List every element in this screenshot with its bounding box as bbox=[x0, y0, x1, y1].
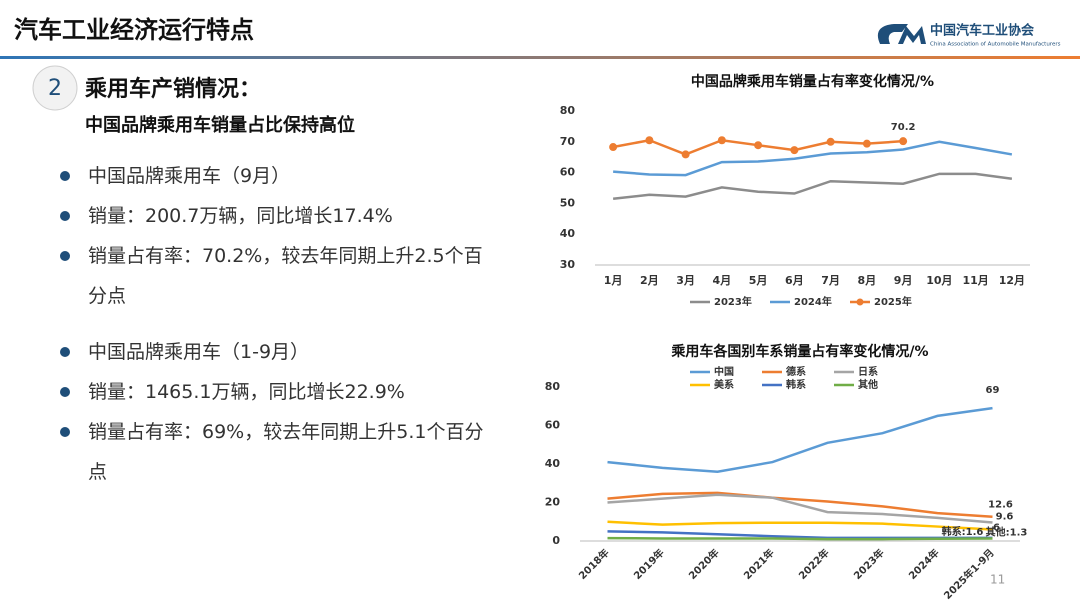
y-tick-label: 80 bbox=[545, 380, 561, 393]
legend-label: 其他 bbox=[858, 378, 878, 391]
series-line bbox=[607, 493, 993, 524]
x-tick-label: 3月 bbox=[676, 274, 695, 287]
data-label: 9.6 bbox=[996, 512, 1014, 523]
x-tick-label: 2024年 bbox=[906, 546, 942, 582]
data-label: 70.2 bbox=[891, 122, 916, 133]
x-tick-label: 11月 bbox=[962, 274, 988, 287]
logo-name: 中国汽车工业协会 bbox=[930, 23, 1035, 39]
data-label: 其他:1.3 bbox=[986, 525, 1028, 538]
marker bbox=[717, 136, 726, 145]
header-title: 汽车工业经济运行特点 bbox=[14, 16, 254, 44]
chart-title: 中国品牌乘用车销量占有率变化情况/% bbox=[691, 73, 934, 90]
x-tick-label: 5月 bbox=[749, 274, 768, 287]
legend-label: 美系 bbox=[714, 378, 734, 391]
legend-label: 2023年 bbox=[714, 295, 752, 308]
legend-label: 2024年 bbox=[794, 295, 832, 308]
x-tick-label: 2023年 bbox=[851, 546, 887, 582]
x-tick-label: 2018年 bbox=[576, 546, 612, 582]
x-tick-label: 2月 bbox=[640, 274, 659, 287]
series-line bbox=[607, 491, 993, 518]
x-tick-label: 4月 bbox=[713, 274, 732, 287]
y-tick-label: 20 bbox=[545, 496, 561, 509]
marker bbox=[826, 137, 835, 146]
marker bbox=[899, 137, 908, 146]
header-rule bbox=[0, 56, 1080, 59]
x-tick-label: 7月 bbox=[821, 274, 840, 287]
logo-mark bbox=[877, 24, 926, 44]
section-subtitle: 中国品牌乘用车销量占比保持高位 bbox=[85, 114, 355, 136]
y-tick-label: 30 bbox=[560, 258, 576, 271]
x-tick-label: 6月 bbox=[785, 274, 804, 287]
data-label: 6 bbox=[993, 522, 1000, 533]
marker bbox=[754, 141, 763, 150]
y-tick-label: 50 bbox=[560, 196, 576, 209]
chart-title: 乘用车各国别车系销量占有率变化情况/% bbox=[670, 343, 928, 360]
y-tick-label: 40 bbox=[560, 227, 576, 240]
x-tick-label: 2019年 bbox=[631, 546, 667, 582]
marker bbox=[790, 146, 799, 155]
y-tick-label: 70 bbox=[560, 135, 576, 148]
bullet: 销量：200.7万辆，同比增长17.4% bbox=[60, 196, 488, 236]
series-line bbox=[607, 520, 993, 531]
x-tick-label: 1月 bbox=[604, 274, 623, 287]
data-label: 69 bbox=[986, 385, 1000, 396]
legend-marker bbox=[856, 298, 864, 306]
series-line bbox=[607, 536, 993, 541]
data-label: 韩系:1.6 bbox=[942, 525, 984, 538]
bullet: 销量占有率：69%，较去年同期上升5.1个百分点 bbox=[60, 412, 488, 492]
legend-label: 德系 bbox=[785, 365, 806, 378]
data-label: 12.6 bbox=[988, 500, 1013, 511]
bullet-group: 中国品牌乘用车（1-9月） 销量：1465.1万辆，同比增长22.9% 销量占有率：… bbox=[60, 332, 488, 492]
series-line bbox=[612, 172, 1013, 201]
x-tick-label: 9月 bbox=[894, 274, 913, 287]
marker bbox=[609, 143, 618, 152]
series-line bbox=[607, 530, 993, 540]
page-number: 11 bbox=[990, 573, 1005, 587]
legend-label: 日系 bbox=[858, 365, 878, 378]
section-title: 乘用车产销情况： bbox=[84, 76, 261, 102]
x-tick-label: 2022年 bbox=[796, 546, 832, 582]
legend-label: 韩系 bbox=[786, 378, 806, 391]
bullet: 中国品牌乘用车（9月） bbox=[60, 156, 488, 196]
y-tick-label: 80 bbox=[560, 104, 576, 117]
x-tick-label: 2025年1-9月 bbox=[941, 546, 997, 602]
y-tick-label: 60 bbox=[545, 419, 561, 432]
x-tick-label: 12月 bbox=[999, 274, 1025, 287]
logo-subtitle: China Association of Automobile Manufact… bbox=[930, 42, 1061, 48]
marker bbox=[645, 136, 654, 145]
bullet-group: 中国品牌乘用车（9月） 销量：200.7万辆，同比增长17.4% 销量占有率：70.… bbox=[60, 156, 488, 316]
y-tick-label: 40 bbox=[545, 457, 561, 470]
x-tick-label: 2020年 bbox=[686, 546, 722, 582]
marker bbox=[681, 150, 690, 159]
legend-label: 2025年 bbox=[874, 295, 912, 308]
marker bbox=[862, 139, 871, 148]
series-line bbox=[607, 406, 993, 473]
y-tick-label: 60 bbox=[560, 166, 576, 179]
bullet: 中国品牌乘用车（1-9月） bbox=[60, 332, 488, 372]
bullet: 销量：1465.1万辆，同比增长22.9% bbox=[60, 372, 488, 412]
section-badge bbox=[32, 65, 78, 111]
x-tick-label: 10月 bbox=[926, 274, 952, 287]
legend-label: 中国 bbox=[714, 365, 734, 378]
x-tick-label: 8月 bbox=[858, 274, 877, 287]
bullets: 中国品牌乘用车（9月） 销量：200.7万辆，同比增长17.4% 销量占有率：70.… bbox=[60, 156, 488, 492]
x-tick-label: 2021年 bbox=[741, 546, 777, 582]
section-number: 2 bbox=[48, 76, 62, 101]
bullet: 销量占有率：70.2%，较去年同期上升2.5个百分点 bbox=[60, 236, 488, 316]
series-line bbox=[613, 140, 1013, 177]
y-tick-label: 0 bbox=[552, 534, 560, 547]
